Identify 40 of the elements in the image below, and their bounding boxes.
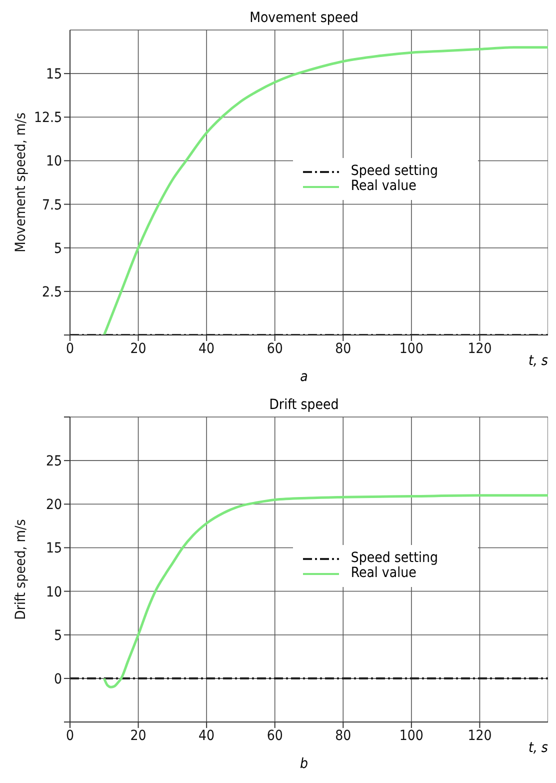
y-tick-label: 20: [46, 497, 62, 514]
x-tick-label: 40: [198, 340, 215, 357]
x-tick-label: 100: [399, 728, 424, 744]
x-tick-label: 60: [266, 340, 283, 357]
y-axis-title: Movement speed, m/s: [12, 112, 29, 252]
y-axis-title: Drift speed, m/s: [12, 519, 29, 620]
x-tick-label: 0: [66, 340, 74, 357]
x-tick-label: 20: [130, 728, 146, 744]
line-series: [102, 46, 548, 335]
y-tick-label: 5: [54, 240, 62, 257]
x-tick-label: 120: [468, 340, 492, 357]
x-tick-label: 20: [130, 340, 146, 357]
y-tick-label: 15: [46, 66, 62, 83]
x-tick-label: 40: [198, 728, 215, 744]
y-tick-label: 0: [54, 671, 62, 688]
y-tick-label: 7.5: [42, 197, 62, 214]
x-tick-label: 80: [335, 728, 352, 744]
y-tick-label: 15: [46, 540, 62, 557]
legend-label: Speed setting: [350, 163, 438, 179]
x-axis-title: t, s: [528, 740, 548, 756]
legend-label: Real value: [350, 565, 416, 581]
x-tick-label: 100: [399, 340, 424, 357]
text: b: [299, 756, 309, 772]
y-tick-label: 25: [46, 454, 62, 470]
legend-label: Real value: [350, 178, 416, 194]
y-tick-label: 12.5: [34, 110, 62, 126]
y-tick-label: 5: [54, 628, 62, 644]
chart-title: Movement speed: [248, 10, 360, 26]
y-tick-label: 10: [46, 154, 62, 170]
y-tick-label: 10: [46, 584, 62, 600]
x-tick-label: 60: [266, 728, 283, 744]
chart-title: Drift speed: [268, 397, 340, 413]
line-series: [102, 494, 548, 688]
y-tick-label: 2.5: [42, 284, 62, 300]
x-tick-label: 80: [335, 340, 352, 357]
x-axis-title: t, s: [528, 353, 548, 369]
x-tick-label: 0: [66, 728, 74, 744]
legend-label: Speed setting: [350, 550, 438, 566]
text: a: [299, 369, 309, 385]
x-tick-label: 120: [468, 728, 492, 744]
